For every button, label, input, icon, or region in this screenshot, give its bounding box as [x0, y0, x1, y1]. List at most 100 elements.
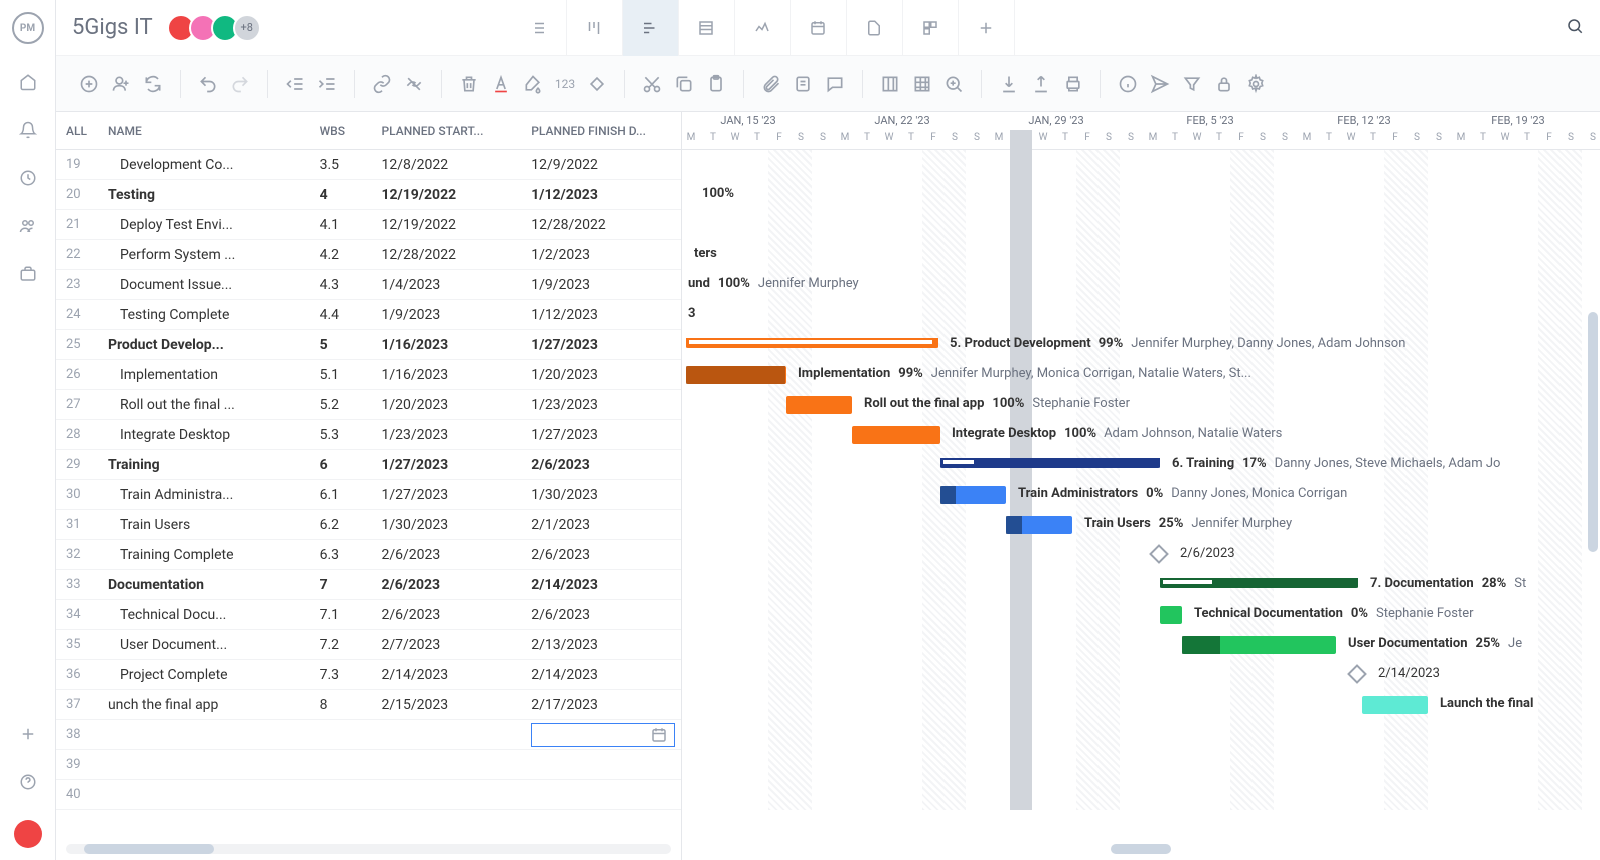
task-name[interactable]: Project Complete [102, 667, 320, 683]
gantt-row[interactable]: ters [682, 240, 1600, 270]
user-avatar[interactable] [14, 820, 42, 848]
gantt-row[interactable]: Train Administrators 0% Danny Jones, Mon… [682, 480, 1600, 510]
task-bar[interactable] [940, 486, 1006, 504]
view-calendar-icon[interactable] [791, 0, 847, 56]
table-row[interactable]: 33Documentation72/6/20232/14/2023 [56, 570, 681, 600]
col-wbs-header[interactable]: WBS [320, 124, 382, 138]
table-row[interactable]: 26Implementation5.11/16/20231/20/2023 [56, 360, 681, 390]
task-bar[interactable] [1160, 606, 1182, 624]
team-icon[interactable] [18, 216, 38, 236]
task-name[interactable]: Testing [102, 187, 320, 203]
col-name-header[interactable]: NAME [102, 124, 320, 138]
task-finish[interactable]: 1/2/2023 [531, 247, 681, 263]
task-name[interactable]: Development Co... [102, 157, 320, 173]
task-name[interactable]: Training Complete [102, 547, 320, 563]
table-row[interactable]: 28Integrate Desktop5.31/23/20231/27/2023 [56, 420, 681, 450]
milestone-marker[interactable] [1347, 664, 1367, 684]
task-start[interactable]: 2/15/2023 [381, 697, 531, 713]
export-icon[interactable] [1028, 71, 1054, 97]
milestone-icon[interactable] [584, 71, 610, 97]
task-bar[interactable] [1182, 636, 1336, 654]
add-task-icon[interactable] [76, 71, 102, 97]
task-wbs[interactable]: 6.3 [320, 547, 382, 563]
task-wbs[interactable]: 5.2 [320, 397, 382, 413]
summary-bar[interactable] [940, 458, 1160, 468]
grid-hscroll[interactable] [66, 844, 671, 854]
task-name[interactable]: Training [102, 457, 320, 473]
gantt-row[interactable]: Train Users 25% Jennifer Murphey [682, 510, 1600, 540]
gantt-row[interactable] [682, 150, 1600, 180]
table-row[interactable]: 35User Document...7.22/7/20232/13/2023 [56, 630, 681, 660]
task-start[interactable]: 2/6/2023 [382, 547, 532, 563]
task-finish[interactable]: 2/6/2023 [531, 607, 681, 623]
gantt-vscroll[interactable] [1588, 312, 1598, 552]
table-row[interactable]: 24Testing Complete4.41/9/20231/12/2023 [56, 300, 681, 330]
task-bar[interactable] [786, 396, 852, 414]
gantt-row[interactable]: Technical Documentation 0% Stephanie Fos… [682, 600, 1600, 630]
task-bar[interactable] [1006, 516, 1072, 534]
task-wbs[interactable]: 5 [320, 337, 382, 353]
task-name[interactable]: Technical Docu... [102, 607, 320, 623]
task-finish[interactable]: 2/13/2023 [531, 637, 681, 653]
table-row[interactable]: 29Training61/27/20232/6/2023 [56, 450, 681, 480]
attach-icon[interactable] [758, 71, 784, 97]
task-name[interactable]: Testing Complete [102, 307, 320, 323]
settings-icon[interactable] [1243, 71, 1269, 97]
task-start[interactable]: 1/16/2023 [382, 367, 532, 383]
gantt-row[interactable] [682, 750, 1600, 780]
gantt-row[interactable]: 3 [682, 300, 1600, 330]
task-wbs[interactable]: 6.2 [320, 517, 382, 533]
table-row[interactable]: 31Train Users6.21/30/20232/1/2023 [56, 510, 681, 540]
task-name[interactable]: unch the final app [102, 697, 320, 713]
task-finish[interactable]: 12/28/2022 [531, 217, 681, 233]
comment-icon[interactable] [822, 71, 848, 97]
task-finish[interactable]: 1/12/2023 [531, 307, 681, 323]
task-start[interactable]: 1/9/2023 [382, 307, 532, 323]
avatar-stack[interactable]: +8 [167, 14, 261, 42]
task-finish[interactable]: 1/20/2023 [531, 367, 681, 383]
view-gantt-icon[interactable] [623, 0, 679, 56]
table-row[interactable]: 39 [56, 750, 681, 780]
task-bar[interactable] [686, 366, 786, 384]
task-finish[interactable]: 2/14/2023 [531, 577, 681, 593]
table-row[interactable]: 30Train Administra...6.11/27/20231/30/20… [56, 480, 681, 510]
task-finish[interactable]: 2/6/2023 [531, 457, 681, 473]
undo-icon[interactable] [195, 71, 221, 97]
outdent-icon[interactable] [282, 71, 308, 97]
table-row[interactable]: 36Project Complete7.32/14/20232/14/2023 [56, 660, 681, 690]
task-name[interactable]: Documentation [102, 577, 320, 593]
link-icon[interactable] [369, 71, 395, 97]
columns-icon[interactable] [877, 71, 903, 97]
gantt-row[interactable]: 5. Product Development 99% Jennifer Murp… [682, 330, 1600, 360]
portfolio-icon[interactable] [18, 264, 38, 284]
task-finish[interactable]: 12/9/2022 [531, 157, 681, 173]
task-start[interactable]: 12/19/2022 [382, 217, 532, 233]
gantt-row[interactable] [682, 210, 1600, 240]
task-name[interactable]: Document Issue... [102, 277, 320, 293]
col-finish-header[interactable]: PLANNED FINISH D... [531, 124, 681, 138]
summary-bar[interactable] [686, 338, 938, 348]
task-start[interactable]: 2/6/2023 [382, 607, 532, 623]
task-finish[interactable]: 1/30/2023 [531, 487, 681, 503]
task-wbs[interactable]: 6 [320, 457, 382, 473]
task-wbs[interactable]: 4.1 [320, 217, 382, 233]
task-name[interactable]: Train Users [102, 517, 320, 533]
help-icon[interactable] [18, 772, 38, 792]
gantt-row[interactable] [682, 780, 1600, 810]
print-icon[interactable] [1060, 71, 1086, 97]
table-row[interactable]: 19Development Co...3.512/8/202212/9/2022 [56, 150, 681, 180]
task-name[interactable]: Implementation [102, 367, 320, 383]
task-wbs[interactable]: 7.1 [320, 607, 382, 623]
task-wbs[interactable]: 8 [320, 697, 382, 713]
time-icon[interactable] [18, 168, 38, 188]
table-row[interactable]: 38 [56, 720, 681, 750]
table-row[interactable]: 27Roll out the final ...5.21/20/20231/23… [56, 390, 681, 420]
filter-icon[interactable] [1179, 71, 1205, 97]
task-wbs[interactable]: 4.4 [320, 307, 382, 323]
view-sheet-icon[interactable] [679, 0, 735, 56]
info-icon[interactable] [1115, 71, 1141, 97]
notifications-icon[interactable] [18, 120, 38, 140]
table-row[interactable]: 23Document Issue...4.31/4/20231/9/2023 [56, 270, 681, 300]
task-start[interactable]: 2/6/2023 [381, 577, 531, 593]
task-wbs[interactable]: 3.5 [320, 157, 382, 173]
